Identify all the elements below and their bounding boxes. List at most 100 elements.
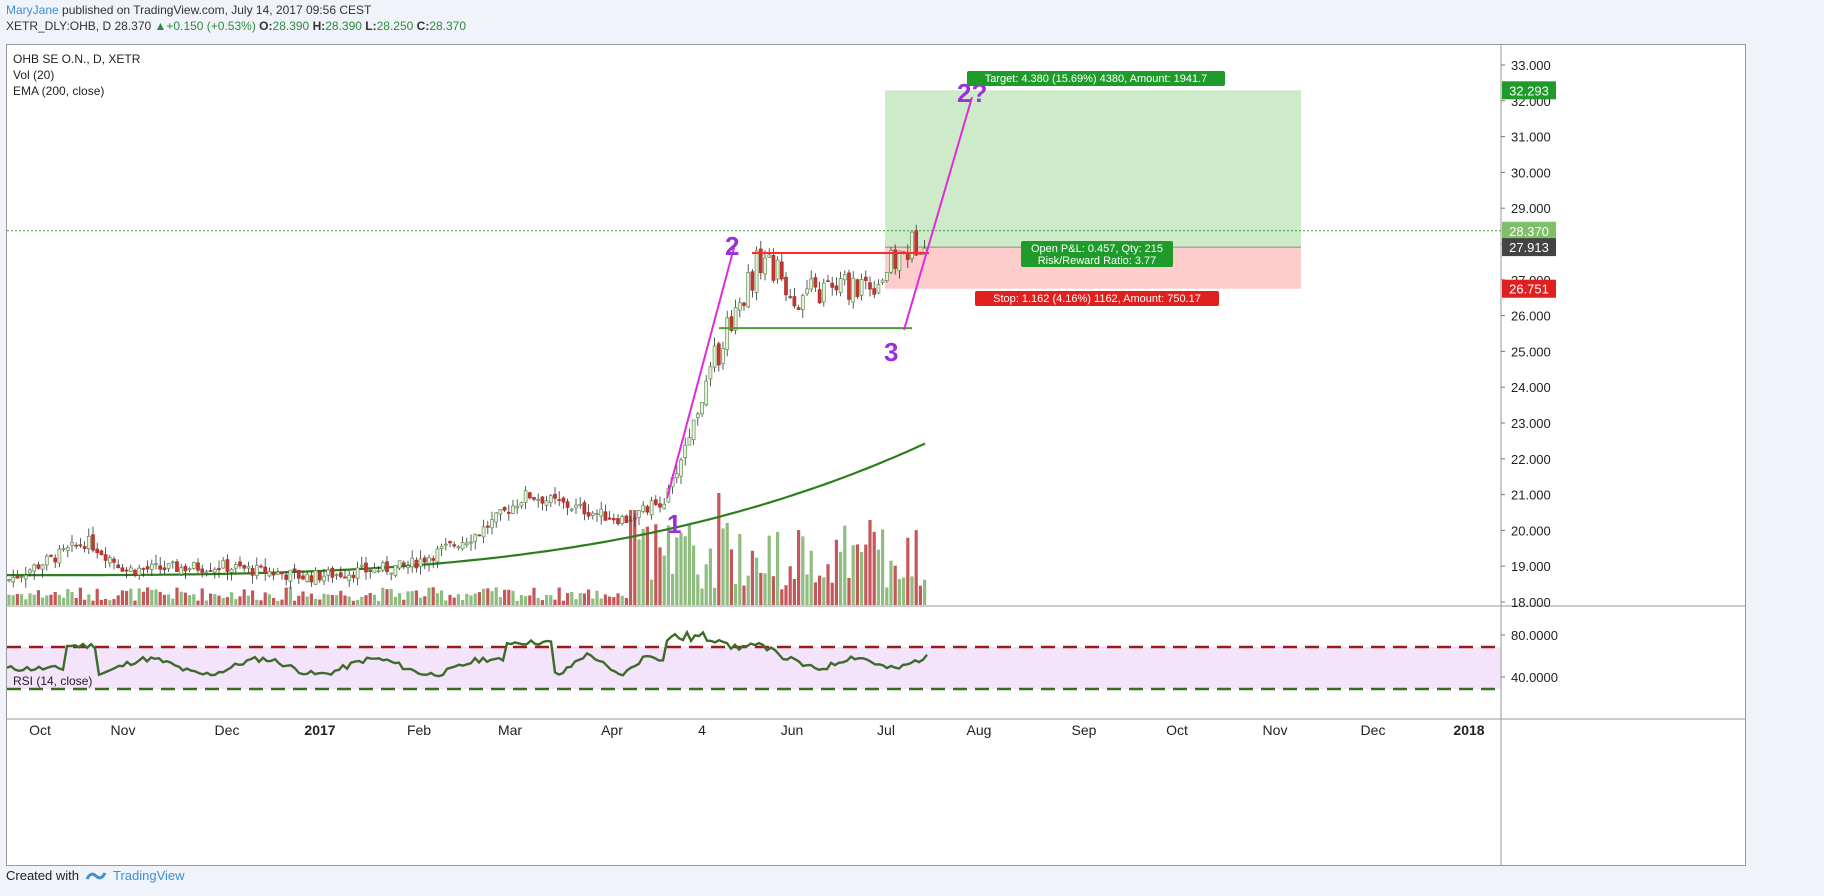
candle-body bbox=[196, 562, 200, 571]
candle-body bbox=[830, 282, 835, 288]
price-tick-label: 20.000 bbox=[1511, 523, 1551, 538]
candle-body bbox=[842, 274, 847, 281]
time-tick-label: Oct bbox=[1166, 722, 1188, 738]
volume-bar bbox=[566, 593, 570, 605]
volume-bar bbox=[629, 510, 633, 605]
wave-1-2-line[interactable] bbox=[666, 247, 735, 499]
candle-body bbox=[422, 557, 427, 563]
candle-body bbox=[574, 504, 578, 509]
volume-bar bbox=[41, 597, 45, 605]
volume-bar bbox=[482, 588, 486, 605]
candle-body bbox=[175, 561, 179, 573]
candle-body bbox=[91, 534, 95, 551]
volume-bar bbox=[553, 599, 557, 605]
candle-body bbox=[406, 565, 410, 569]
volume-bar bbox=[780, 589, 784, 605]
volume-bar bbox=[49, 594, 53, 605]
candle-body bbox=[162, 567, 167, 571]
candle-body bbox=[565, 501, 570, 508]
candle-body bbox=[448, 541, 452, 544]
last-price-badge: 28.370 bbox=[1509, 224, 1549, 239]
candle-body bbox=[343, 576, 347, 579]
ohlc-line: XETR_DLY:OHB, D 28.370 ▲+0.150 (+0.53%) … bbox=[6, 18, 466, 34]
price-tick-label: 19.000 bbox=[1511, 559, 1551, 574]
candle-body bbox=[78, 544, 83, 547]
volume-bar bbox=[351, 600, 355, 605]
volume-bar bbox=[549, 595, 553, 605]
volume-bar bbox=[179, 591, 183, 605]
price-tick-label: 30.000 bbox=[1511, 165, 1551, 180]
candle-body bbox=[473, 534, 478, 542]
volume-bar bbox=[671, 573, 675, 605]
candle-body bbox=[385, 561, 389, 572]
candle-body bbox=[313, 570, 318, 585]
volume-bar bbox=[263, 592, 267, 605]
stop-price-badge-bg bbox=[1502, 279, 1556, 298]
volume-bar bbox=[574, 599, 578, 605]
ema-line bbox=[7, 442, 926, 577]
candle-body bbox=[301, 575, 305, 580]
candle-body bbox=[250, 568, 255, 576]
candle-body bbox=[506, 511, 511, 514]
candle-body bbox=[65, 547, 70, 551]
volume-bar bbox=[536, 597, 540, 605]
volume-bar bbox=[771, 576, 775, 605]
volume-bar bbox=[452, 597, 456, 605]
volume-bar bbox=[456, 594, 460, 605]
candle-body bbox=[687, 437, 692, 446]
volume-bar bbox=[750, 550, 754, 605]
volume-bar bbox=[242, 589, 246, 605]
candle-body bbox=[267, 571, 272, 577]
candle-body bbox=[124, 569, 129, 572]
candle-body bbox=[590, 512, 595, 516]
volume-bar bbox=[822, 577, 826, 605]
candle-body bbox=[347, 574, 352, 581]
candle-body bbox=[208, 570, 213, 572]
author-link[interactable]: MaryJane bbox=[6, 3, 59, 17]
candle-body bbox=[632, 517, 637, 520]
candle-body bbox=[57, 548, 62, 564]
candle-body bbox=[683, 444, 688, 459]
target-label-bg bbox=[967, 71, 1225, 86]
volume-bar bbox=[498, 597, 502, 605]
volume-bar bbox=[637, 539, 641, 605]
tradingview-link[interactable]: TradingView bbox=[112, 868, 185, 883]
risk-reward-label: Risk/Reward Ratio: 3.77 bbox=[1038, 255, 1157, 267]
volume-bar bbox=[679, 532, 683, 605]
volume-bar bbox=[125, 590, 129, 605]
volume-bar bbox=[666, 525, 670, 605]
candle-body bbox=[826, 280, 830, 283]
volume-bar bbox=[280, 599, 284, 605]
volume-bar bbox=[683, 536, 687, 605]
time-tick-label: Feb bbox=[407, 722, 431, 738]
volume-bar bbox=[881, 529, 885, 605]
candle-body bbox=[145, 566, 150, 570]
volume-bar bbox=[729, 549, 733, 605]
volume-bar bbox=[343, 595, 347, 605]
volume-bar bbox=[725, 522, 729, 605]
candle-body bbox=[494, 512, 499, 523]
candle-body bbox=[7, 579, 11, 582]
volume-bar bbox=[259, 600, 263, 605]
candle-body bbox=[851, 277, 856, 303]
volume-bar bbox=[473, 593, 477, 605]
candle-body bbox=[200, 568, 205, 573]
candle-body bbox=[305, 573, 310, 582]
wave-3-4-line[interactable] bbox=[903, 96, 973, 331]
volume-bar bbox=[196, 600, 200, 605]
candle-body bbox=[179, 567, 184, 575]
volume-bar bbox=[662, 555, 666, 605]
target-zone bbox=[885, 90, 1301, 248]
time-tick-label: Jul bbox=[877, 722, 895, 738]
candle-body bbox=[74, 544, 79, 547]
candle-body bbox=[725, 317, 730, 351]
candle-body bbox=[758, 248, 763, 274]
volume-bar bbox=[435, 593, 439, 605]
volume-bar bbox=[104, 598, 108, 605]
volume-bar bbox=[137, 588, 141, 605]
volume-bar bbox=[423, 596, 427, 605]
candle-body bbox=[485, 525, 490, 528]
volume-bar bbox=[339, 590, 343, 605]
